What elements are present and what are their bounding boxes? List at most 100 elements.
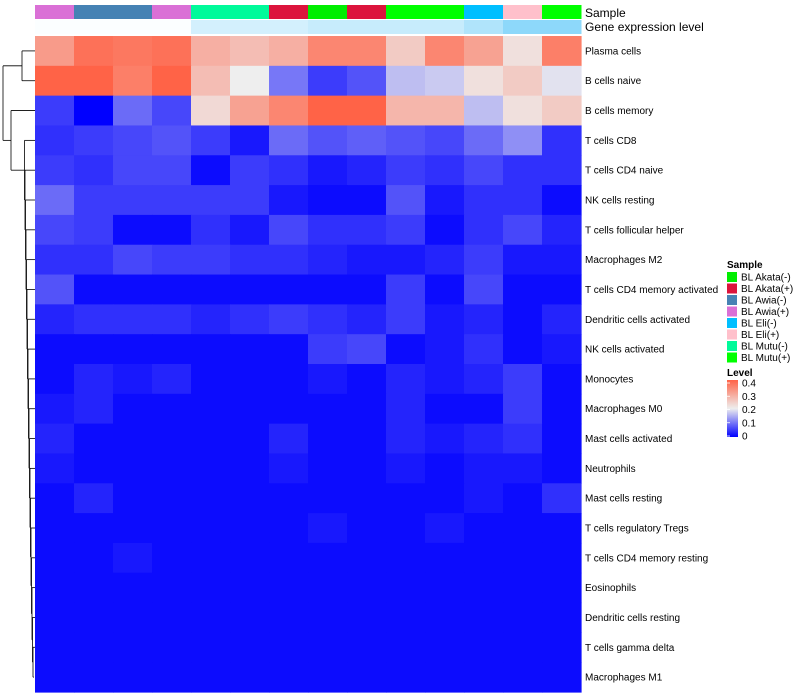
expression-annotation-cell xyxy=(542,20,582,34)
heatmap-cell xyxy=(152,334,192,365)
sample-annotation-cell xyxy=(464,5,504,19)
sample-legend-label: BL Mutu(+) xyxy=(741,353,790,364)
heatmap-cell xyxy=(191,244,231,276)
heatmap-cell xyxy=(191,155,231,186)
heatmap-cell xyxy=(542,513,582,544)
heatmap-cell xyxy=(503,155,543,186)
heatmap-cell xyxy=(386,513,426,544)
heatmap-cell xyxy=(503,95,543,127)
annotation-label-sample: Sample xyxy=(585,6,626,20)
expression-annotation-cell xyxy=(386,20,426,34)
heatmap-cell xyxy=(230,393,270,425)
heatmap-cell xyxy=(230,423,270,455)
heatmap-cell xyxy=(347,155,387,186)
heatmap-cell xyxy=(113,513,153,544)
heatmap-cell xyxy=(386,125,426,156)
heatmap-cell xyxy=(425,423,465,455)
sample-legend-label: BL Awia(+) xyxy=(741,307,789,318)
heatmap-cell xyxy=(542,453,582,484)
heatmap-cell xyxy=(347,572,387,604)
heatmap-cell xyxy=(113,95,153,127)
heatmap-cell xyxy=(464,513,504,544)
heatmap-cell xyxy=(191,364,231,395)
heatmap-cell xyxy=(269,602,309,633)
row-dendrogram xyxy=(2,50,35,678)
heatmap-cell xyxy=(542,36,582,67)
heatmap-cell xyxy=(386,423,426,455)
heatmap-cell xyxy=(464,244,504,276)
heatmap-cell xyxy=(308,244,348,276)
heatmap-cell xyxy=(464,304,504,335)
sample-legend-swatch xyxy=(727,283,737,294)
heatmap-cell xyxy=(308,185,348,216)
heatmap-cell xyxy=(191,95,231,127)
heatmap-cell xyxy=(503,304,543,335)
heatmap-cell xyxy=(74,65,114,97)
heatmap-cell xyxy=(542,423,582,455)
heatmap-cell xyxy=(347,214,387,246)
heatmap-cell xyxy=(347,542,387,574)
heatmap-cell xyxy=(425,304,465,335)
level-tick-label: 0.4 xyxy=(742,379,756,390)
level-tick-label: 0.1 xyxy=(742,418,756,429)
expression-annotation-cell xyxy=(269,20,309,34)
heatmap-cell xyxy=(386,334,426,365)
heatmap-cell xyxy=(425,483,465,514)
sample-annotation-cell xyxy=(269,5,309,19)
heatmap-cell xyxy=(425,513,465,544)
heatmap-cell xyxy=(74,185,114,216)
heatmap-cell xyxy=(269,36,309,67)
heatmap-cell xyxy=(35,274,75,305)
heatmap-cell xyxy=(425,334,465,365)
expression-annotation-cell xyxy=(230,20,270,34)
heatmap-cell xyxy=(308,36,348,67)
heatmap-cell xyxy=(269,632,309,663)
heatmap-cell xyxy=(386,602,426,633)
heatmap-cell xyxy=(191,125,231,156)
heatmap-cell xyxy=(269,185,309,216)
heatmap-cell xyxy=(464,393,504,425)
heatmap-cell xyxy=(347,602,387,633)
sample-annotation-cell xyxy=(386,5,426,19)
heatmap-cell xyxy=(269,423,309,455)
sample-annotation-cell xyxy=(542,5,582,19)
heatmap-cell xyxy=(35,632,75,663)
heatmap-cell xyxy=(152,602,192,633)
heatmap-cell xyxy=(308,304,348,335)
heatmap-cell xyxy=(542,364,582,395)
heatmap-cell xyxy=(74,483,114,514)
heatmap-cell xyxy=(386,185,426,216)
heatmap-cell xyxy=(308,632,348,663)
row-label: Mast cells resting xyxy=(585,494,662,505)
heatmap-cell xyxy=(74,662,114,693)
heatmap-cell xyxy=(386,274,426,305)
sample-annotation-cell xyxy=(113,5,153,19)
row-label: B cells memory xyxy=(585,106,653,117)
heatmap-cell xyxy=(230,185,270,216)
heatmap-cell xyxy=(542,632,582,663)
heatmap-cell xyxy=(152,632,192,663)
heatmap-cell xyxy=(113,453,153,484)
heatmap-cell xyxy=(191,572,231,604)
heatmap-cell xyxy=(425,125,465,156)
heatmap-cell xyxy=(191,602,231,633)
heatmap-cell xyxy=(191,214,231,246)
sample-annotation-cell xyxy=(425,5,465,19)
heatmap-cell xyxy=(113,244,153,276)
heatmap-cell xyxy=(35,483,75,514)
heatmap-cell xyxy=(269,65,309,97)
heatmap-cell xyxy=(464,334,504,365)
heatmap-cell xyxy=(74,393,114,425)
heatmap-cell xyxy=(269,214,309,246)
heatmap-cell xyxy=(269,274,309,305)
column-annotation-bars xyxy=(35,5,582,34)
heatmap-cell xyxy=(464,274,504,305)
heatmap-cell xyxy=(152,483,192,514)
heatmap-cell xyxy=(386,662,426,693)
heatmap-cell xyxy=(503,542,543,574)
heatmap-cell xyxy=(35,662,75,693)
heatmap-cell xyxy=(308,155,348,186)
heatmap-cell xyxy=(191,423,231,455)
row-label: T cells gamma delta xyxy=(585,643,675,654)
heatmap-cell xyxy=(542,155,582,186)
